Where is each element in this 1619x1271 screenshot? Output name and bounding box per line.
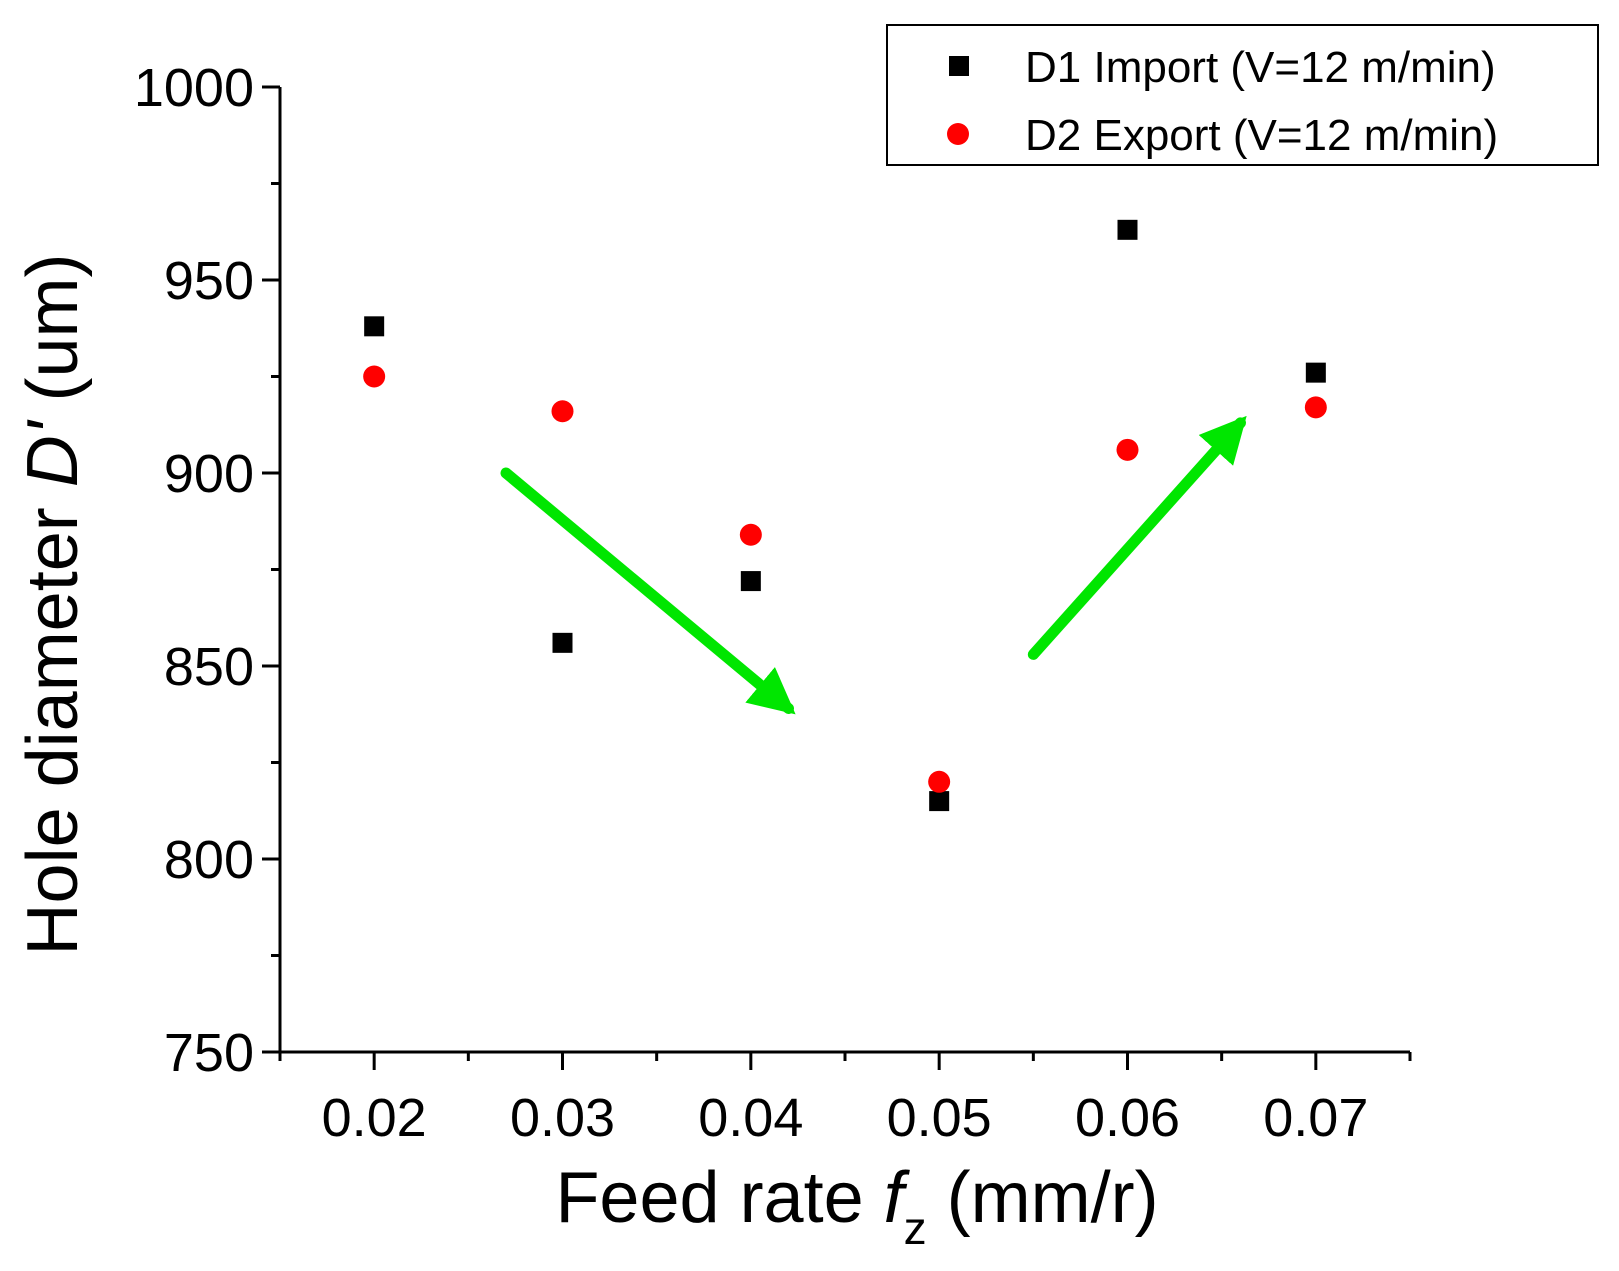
data-point-d1 bbox=[364, 316, 385, 337]
legend-box bbox=[886, 24, 1599, 166]
trend-arrow bbox=[500, 467, 796, 715]
x-tick-label: 0.06 bbox=[1075, 1088, 1180, 1148]
x-ticks: 0.02 0.03 0.04 0.05 0.06 0.07 bbox=[278, 1052, 1412, 1148]
data-point-d2 bbox=[1304, 396, 1327, 419]
x-tick-label: 0.03 bbox=[510, 1088, 615, 1148]
legend-label-d2: D2 Export (V=12 m/min) bbox=[1025, 111, 1498, 160]
x-tick-label: 0.04 bbox=[698, 1088, 803, 1148]
trend-arrow bbox=[1027, 415, 1247, 660]
legend: D1 Import (V=12 m/min) D2 Export (V=12 m… bbox=[886, 24, 1599, 166]
y-ticks: 750 800 850 900 950 1000 bbox=[134, 58, 280, 1083]
data-point-d1 bbox=[552, 632, 573, 653]
data-point-d2 bbox=[1116, 438, 1139, 461]
y-tick-label: 950 bbox=[164, 251, 254, 311]
axes bbox=[278, 87, 1410, 1054]
y-tick-label: 850 bbox=[164, 637, 254, 697]
legend-label-d1: D1 Import (V=12 m/min) bbox=[1025, 43, 1496, 92]
data-point-d2 bbox=[928, 770, 951, 793]
data-point-d1 bbox=[929, 791, 950, 812]
y-tick-label: 800 bbox=[164, 830, 254, 890]
annotations bbox=[500, 415, 1247, 715]
data-point-d1 bbox=[740, 571, 761, 592]
data-point-d1 bbox=[1305, 362, 1326, 383]
series-layer bbox=[363, 219, 1327, 812]
data-point-d2 bbox=[551, 400, 574, 423]
y-tick-label: 1000 bbox=[134, 58, 254, 118]
data-point-d2 bbox=[739, 523, 762, 546]
x-tick-label: 0.07 bbox=[1263, 1088, 1368, 1148]
legend-marker-d1 bbox=[949, 56, 969, 76]
data-point-d2 bbox=[363, 365, 386, 388]
data-point-d1 bbox=[1117, 219, 1138, 240]
x-tick-label: 0.02 bbox=[322, 1088, 427, 1148]
y-axis-title: Hole diameter D' (um) bbox=[13, 254, 93, 956]
legend-marker-d2 bbox=[947, 123, 969, 145]
y-tick-label: 900 bbox=[164, 444, 254, 504]
y-tick-label: 750 bbox=[164, 1023, 254, 1083]
x-tick-label: 0.05 bbox=[887, 1088, 992, 1148]
x-axis-title: Feed rate fz (mm/r) bbox=[555, 1158, 1158, 1254]
